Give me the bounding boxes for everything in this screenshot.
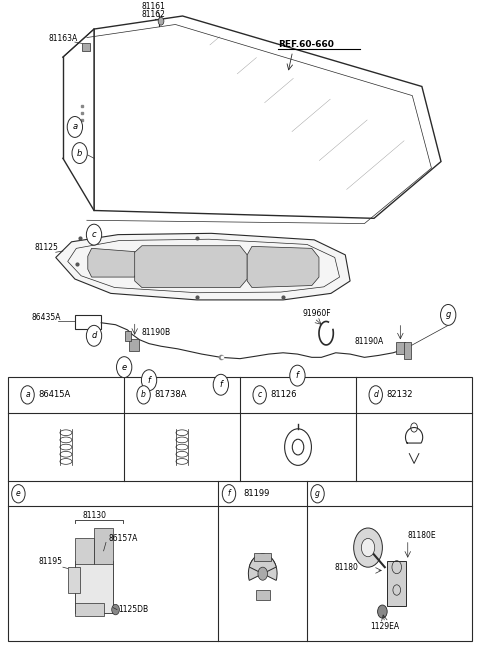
Text: 81161: 81161 [142, 3, 166, 12]
Circle shape [311, 485, 324, 503]
Text: 81199: 81199 [243, 489, 270, 498]
Circle shape [441, 305, 456, 326]
Text: 81738A: 81738A [155, 390, 187, 400]
Text: e: e [121, 363, 127, 371]
Text: 81195: 81195 [39, 557, 63, 566]
Bar [75, 538, 94, 564]
Text: 81125: 81125 [34, 242, 58, 252]
Text: 1125DB: 1125DB [118, 605, 148, 614]
Bar [396, 343, 405, 354]
Bar [75, 603, 104, 616]
Text: g: g [445, 310, 451, 320]
Bar [129, 339, 140, 351]
Circle shape [67, 117, 83, 138]
Circle shape [290, 365, 305, 386]
Bar [94, 528, 113, 564]
Circle shape [86, 326, 102, 346]
Text: a: a [72, 122, 77, 132]
Text: b: b [77, 149, 83, 158]
Bar [82, 43, 90, 51]
Text: d: d [373, 390, 378, 400]
Text: 86435A: 86435A [32, 313, 61, 322]
Text: 82132: 82132 [387, 390, 413, 400]
Text: 81130: 81130 [82, 511, 106, 520]
Text: c: c [92, 230, 96, 239]
Circle shape [142, 369, 157, 390]
Circle shape [12, 485, 25, 503]
Text: f: f [219, 381, 222, 389]
Text: 86157A: 86157A [108, 534, 138, 543]
Text: c: c [258, 390, 262, 400]
Circle shape [369, 386, 383, 404]
Circle shape [213, 374, 228, 395]
Circle shape [378, 605, 387, 618]
Text: 81180E: 81180E [408, 531, 436, 540]
Text: 86415A: 86415A [38, 390, 71, 400]
Bar [255, 590, 270, 600]
Circle shape [222, 485, 236, 503]
Text: e: e [16, 489, 21, 498]
Bar [75, 561, 113, 613]
Text: 81190B: 81190B [142, 328, 171, 337]
Circle shape [72, 143, 87, 164]
Text: a: a [25, 390, 30, 400]
Text: f: f [296, 371, 299, 380]
Bar [125, 331, 131, 341]
Circle shape [117, 357, 132, 377]
Bar [8, 377, 472, 641]
Bar [404, 343, 411, 359]
Circle shape [86, 224, 102, 245]
Text: REF.60-660: REF.60-660 [278, 41, 334, 49]
Text: 91960F: 91960F [302, 309, 331, 318]
Text: 81162: 81162 [142, 10, 166, 18]
Polygon shape [247, 246, 319, 288]
Text: 81180: 81180 [335, 563, 359, 572]
Circle shape [258, 567, 267, 580]
Polygon shape [135, 246, 247, 288]
Text: f: f [228, 489, 230, 498]
Polygon shape [88, 248, 139, 277]
Text: b: b [141, 390, 146, 400]
Bar [68, 567, 80, 593]
Bar [254, 553, 271, 561]
Text: g: g [315, 489, 320, 498]
Circle shape [253, 386, 266, 404]
Circle shape [361, 538, 375, 557]
Polygon shape [56, 233, 350, 300]
Circle shape [112, 605, 120, 615]
Text: 81163A: 81163A [48, 34, 78, 43]
Circle shape [137, 386, 150, 404]
Circle shape [158, 17, 164, 25]
Text: f: f [147, 376, 151, 384]
Text: 1129EA: 1129EA [371, 622, 399, 631]
Circle shape [21, 386, 34, 404]
Circle shape [354, 528, 383, 567]
Bar [387, 561, 406, 607]
Wedge shape [249, 554, 276, 574]
Wedge shape [248, 554, 277, 580]
Text: 81190A: 81190A [355, 337, 384, 346]
Text: d: d [91, 331, 96, 341]
Text: 81126: 81126 [271, 390, 297, 400]
